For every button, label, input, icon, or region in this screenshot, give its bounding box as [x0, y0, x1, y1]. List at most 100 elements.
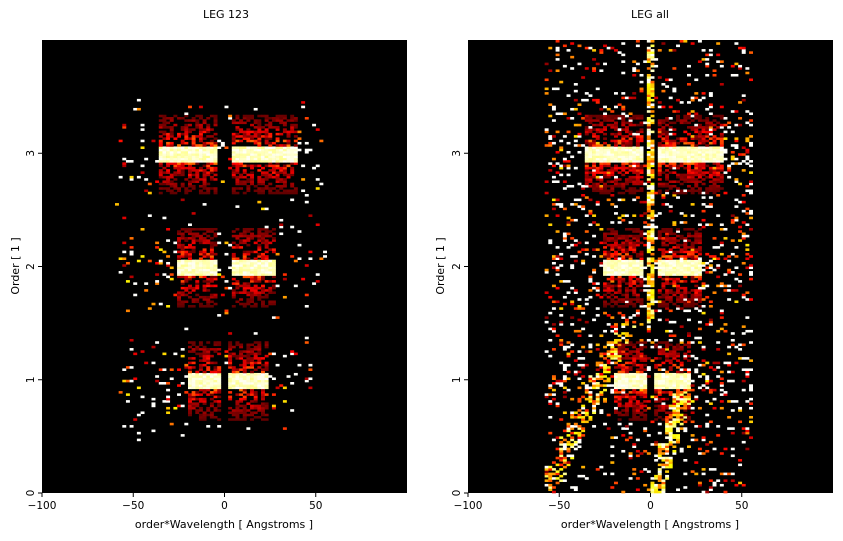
heatmap-cell [643, 429, 648, 433]
heatmap-cell [687, 300, 691, 304]
heatmap-cell [261, 166, 265, 170]
heatmap-cell [624, 144, 629, 147]
heatmap-cell [657, 234, 662, 238]
heatmap-cell [668, 443, 673, 446]
heatmap-cell [683, 404, 688, 408]
heatmap-cell [661, 386, 666, 390]
heatmap-cell [621, 243, 626, 247]
heatmap-cell [661, 182, 666, 186]
heatmap-cell [661, 488, 666, 492]
heatmap-cell [738, 280, 743, 283]
heatmap-cell [246, 189, 251, 193]
heatmap-cell [643, 372, 648, 376]
heatmap-cell [632, 259, 637, 263]
heatmap-cell [271, 268, 276, 272]
heatmap-cell [173, 184, 178, 188]
heatmap-cell [610, 261, 615, 265]
heatmap-cell [657, 164, 662, 168]
heatmap-cell [723, 393, 728, 396]
heatmap-cell [581, 357, 586, 360]
heatmap-cell [661, 486, 666, 489]
heatmap-cell [614, 273, 618, 276]
heatmap-cell [646, 488, 651, 492]
heatmap-cell [544, 393, 549, 396]
heatmap-cell [213, 391, 218, 394]
heatmap-cell [603, 357, 607, 360]
heatmap-cell [621, 250, 626, 254]
heatmap-cell [195, 227, 200, 231]
heatmap-cell [617, 422, 622, 426]
heatmap-cell [213, 150, 218, 154]
heatmap-cell [209, 273, 214, 276]
heatmap-cell [679, 449, 684, 453]
heatmap-cell [275, 191, 280, 195]
heatmap-cell [650, 246, 655, 249]
heatmap-cell [654, 486, 659, 489]
heatmap-cell [617, 184, 622, 188]
heatmap-cell [643, 164, 648, 168]
heatmap-cell [581, 474, 586, 478]
heatmap-cell [672, 411, 677, 415]
heatmap-cell [668, 359, 673, 362]
heatmap-cell [195, 370, 200, 374]
heatmap-cell [697, 189, 702, 193]
heatmap-cell [206, 141, 211, 145]
heatmap-cell [180, 117, 185, 120]
heatmap-cell [661, 368, 666, 371]
heatmap-cell [599, 255, 604, 258]
heatmap-cell [581, 259, 586, 263]
heatmap-cell [603, 400, 607, 403]
heatmap-cell [162, 132, 167, 136]
heatmap-cell [687, 141, 691, 145]
heatmap-cell [253, 160, 258, 163]
heatmap-cell [566, 246, 571, 249]
heatmap-cell [570, 431, 575, 435]
heatmap-cell [701, 137, 706, 140]
heatmap-cell [650, 268, 655, 272]
heatmap-cell [592, 286, 597, 290]
heatmap-cell [570, 184, 575, 188]
heatmap-cell [228, 372, 233, 376]
heatmap-cell [705, 148, 710, 152]
heatmap-cell [676, 264, 680, 267]
heatmap-cell [209, 397, 214, 401]
heatmap-cell [158, 153, 163, 156]
heatmap-cell [614, 338, 618, 342]
heatmap-cell [555, 230, 560, 233]
heatmap-cell [610, 341, 615, 344]
heatmap-cell [242, 257, 247, 260]
heatmap-cell [639, 343, 644, 347]
heatmap-cell [683, 486, 688, 489]
heatmap-cell [158, 259, 163, 263]
heatmap-cell [195, 178, 200, 181]
heatmap-cell [191, 246, 196, 249]
heatmap-cell [239, 377, 244, 381]
heatmap-cell [643, 382, 648, 385]
heatmap-cell [217, 372, 222, 376]
heatmap-cell [665, 459, 670, 462]
heatmap-cell [184, 246, 189, 249]
heatmap-cell [562, 368, 567, 371]
heatmap-cell [180, 141, 185, 145]
heatmap-cell [665, 318, 670, 322]
heatmap-cell [624, 139, 629, 143]
heatmap-cell [657, 449, 662, 453]
heatmap-cell [573, 203, 578, 206]
heatmap-cell [184, 268, 189, 272]
heatmap-cell [122, 257, 127, 260]
heatmap-cell [264, 402, 269, 405]
heatmap-cell [661, 372, 666, 376]
heatmap-cell [282, 153, 287, 156]
heatmap-cell [250, 261, 254, 265]
heatmap-cell [730, 379, 735, 383]
heatmap-cell [621, 323, 626, 326]
heatmap-cell [690, 400, 695, 403]
heatmap-cell [617, 273, 622, 276]
heatmap-cell [716, 173, 721, 177]
heatmap-cell [676, 261, 680, 265]
heatmap-cell [679, 221, 684, 224]
heatmap-cell [261, 404, 265, 408]
heatmap-cell [257, 126, 262, 129]
heatmap-cell [188, 413, 192, 417]
heatmap-cell [610, 148, 615, 152]
